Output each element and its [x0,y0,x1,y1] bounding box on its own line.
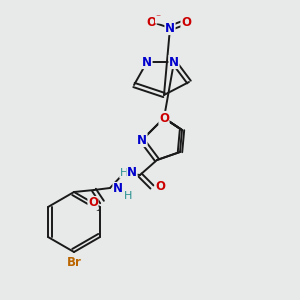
Text: O: O [181,16,191,28]
Text: N: N [169,56,179,68]
Text: O: O [159,112,169,124]
Text: ⁻: ⁻ [155,13,160,23]
Text: O: O [155,181,165,194]
Text: N: N [113,182,123,196]
Text: O: O [88,196,98,209]
Text: O: O [146,16,156,28]
Text: N: N [142,56,152,68]
Text: H: H [120,168,128,178]
Text: H: H [124,191,132,201]
Text: Br: Br [67,256,81,268]
Text: N: N [137,134,147,146]
Text: N: N [127,166,137,178]
Text: ⁺: ⁺ [169,20,174,28]
Text: N: N [165,22,175,34]
